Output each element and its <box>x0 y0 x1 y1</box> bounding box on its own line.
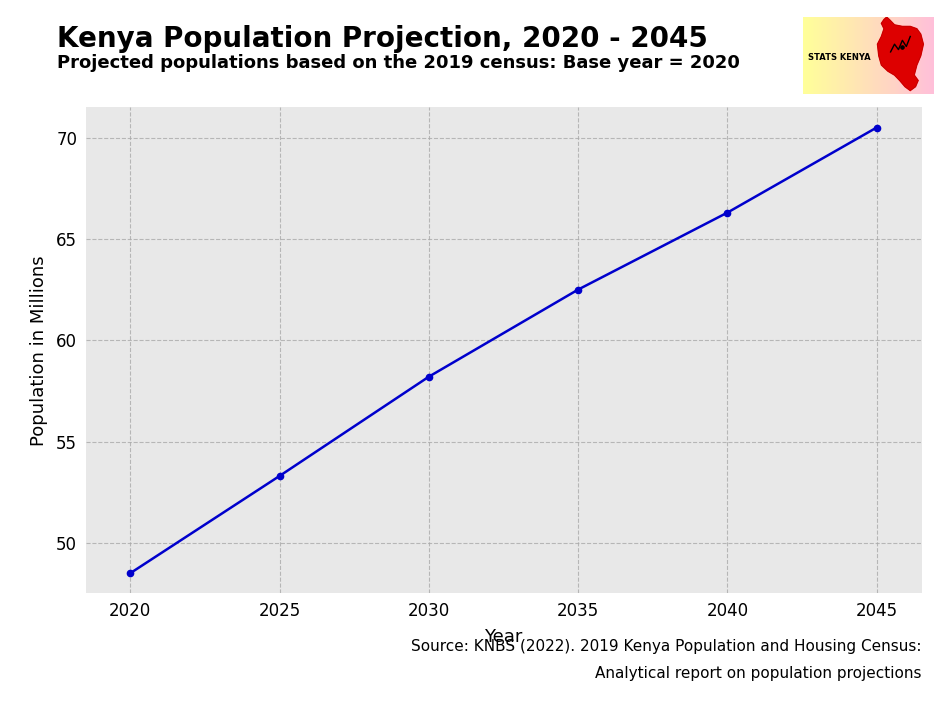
Bar <box>818 17 819 94</box>
Text: STATS KENYA: STATS KENYA <box>808 53 870 61</box>
Bar <box>824 17 826 94</box>
Bar <box>857 17 859 94</box>
Bar <box>862 17 864 94</box>
Bar <box>819 17 821 94</box>
Bar <box>878 17 880 94</box>
Bar <box>914 17 916 94</box>
Bar <box>821 17 823 94</box>
Bar <box>882 17 884 94</box>
X-axis label: Year: Year <box>484 628 522 646</box>
Bar <box>929 17 931 94</box>
Bar <box>850 17 852 94</box>
Polygon shape <box>878 17 923 91</box>
Bar <box>913 17 914 94</box>
Bar <box>829 17 830 94</box>
Bar <box>868 17 870 94</box>
Bar <box>891 17 893 94</box>
Bar <box>918 17 919 94</box>
Bar <box>864 17 865 94</box>
Bar <box>865 17 866 94</box>
Bar <box>847 17 848 94</box>
Bar <box>830 17 832 94</box>
Bar <box>877 17 878 94</box>
Bar <box>898 17 900 94</box>
Bar <box>906 17 907 94</box>
Bar <box>893 17 895 94</box>
Bar <box>844 17 846 94</box>
Text: Projected populations based on the 2019 census: Base year = 2020: Projected populations based on the 2019 … <box>57 54 740 72</box>
Bar <box>889 17 891 94</box>
Bar <box>814 17 816 94</box>
Bar <box>853 17 855 94</box>
Bar <box>803 17 805 94</box>
Bar <box>848 17 850 94</box>
Bar <box>811 17 812 94</box>
Text: Source: KNBS (2022). 2019 Kenya Population and Housing Census:: Source: KNBS (2022). 2019 Kenya Populati… <box>411 639 922 654</box>
Bar <box>901 17 902 94</box>
Bar <box>875 17 877 94</box>
Bar <box>927 17 929 94</box>
Bar <box>809 17 811 94</box>
Bar <box>880 17 882 94</box>
Bar <box>859 17 860 94</box>
Bar <box>888 17 889 94</box>
Bar <box>911 17 913 94</box>
Bar <box>870 17 871 94</box>
Bar <box>839 17 841 94</box>
Bar <box>860 17 862 94</box>
Bar <box>902 17 904 94</box>
Bar <box>904 17 906 94</box>
Bar <box>871 17 873 94</box>
Bar <box>841 17 842 94</box>
Bar <box>834 17 836 94</box>
Bar <box>925 17 927 94</box>
Bar <box>827 17 829 94</box>
Bar <box>823 17 824 94</box>
Bar <box>816 17 818 94</box>
Bar <box>884 17 886 94</box>
Bar <box>805 17 806 94</box>
Bar <box>916 17 918 94</box>
Bar <box>919 17 921 94</box>
Bar <box>886 17 888 94</box>
Bar <box>924 17 925 94</box>
Bar <box>873 17 875 94</box>
Text: Analytical report on population projections: Analytical report on population projecti… <box>595 666 922 681</box>
Bar <box>931 17 932 94</box>
Bar <box>837 17 839 94</box>
Bar <box>895 17 896 94</box>
Bar <box>907 17 909 94</box>
Bar <box>932 17 934 94</box>
Y-axis label: Population in Millions: Population in Millions <box>29 255 48 445</box>
Bar <box>855 17 857 94</box>
Bar <box>836 17 837 94</box>
Bar <box>808 17 809 94</box>
Bar <box>909 17 911 94</box>
Bar <box>806 17 808 94</box>
Bar <box>922 17 924 94</box>
Bar <box>896 17 898 94</box>
Bar <box>826 17 827 94</box>
Bar <box>852 17 853 94</box>
Bar <box>866 17 868 94</box>
Bar <box>921 17 922 94</box>
Bar <box>900 17 901 94</box>
Bar <box>846 17 847 94</box>
Bar <box>842 17 844 94</box>
Text: Kenya Population Projection, 2020 - 2045: Kenya Population Projection, 2020 - 2045 <box>57 25 708 53</box>
Bar <box>812 17 814 94</box>
Bar <box>832 17 834 94</box>
